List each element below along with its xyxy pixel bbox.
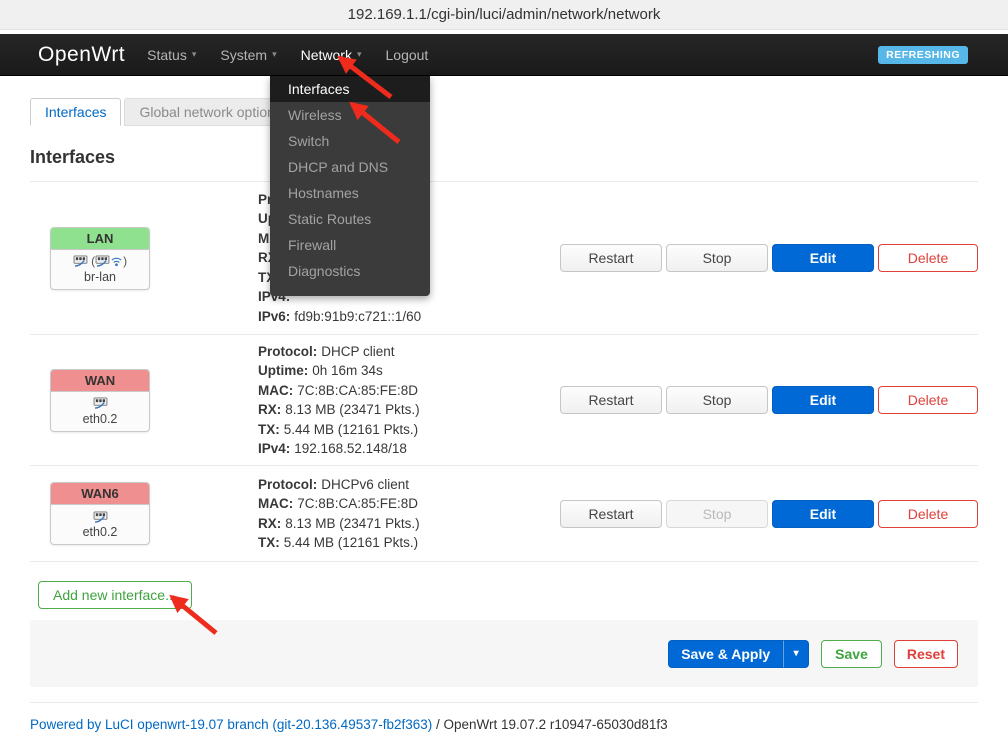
tab-interfaces[interactable]: Interfaces — [30, 98, 122, 126]
detail-value: DHCP client — [321, 343, 395, 359]
detail-label: Uptime: — [258, 363, 309, 378]
interface-details: Protocol: DHCP client Uptime: 0h 16m 34s M… — [258, 342, 420, 459]
brand-logo[interactable]: OpenWrt — [38, 42, 126, 66]
save-apply-button[interactable]: Save & Apply — [668, 639, 784, 668]
detail-label: TX: — [258, 421, 280, 437]
chevron-down-icon: ▾ — [191, 49, 197, 59]
detail-label: RX: — [258, 515, 282, 531]
interface-box-wan: WAN eth0.2 — [50, 368, 150, 432]
navbar: OpenWrt Status ▾ System ▾ Network ▾ Logo… — [0, 34, 1008, 76]
nav-status-label: Status — [147, 46, 187, 63]
footer-divider — [30, 702, 978, 703]
ethernet-icon — [93, 396, 108, 410]
refreshing-badge: REFRESHING — [878, 45, 968, 64]
interface-device: eth0.2 — [82, 411, 118, 426]
chevron-down-icon: ▾ — [356, 49, 362, 59]
detail-value: fd9b:91b9:c721::1/60 — [294, 308, 422, 324]
edit-button[interactable]: Edit — [772, 499, 874, 528]
interface-box-lan: LAN () br-lan — [50, 226, 150, 290]
detail-value: DHCPv6 client — [321, 476, 410, 492]
save-button[interactable]: Save — [821, 639, 882, 668]
save-apply-split-button: Save & Apply ▾ — [668, 639, 810, 668]
menu-item-static-routes[interactable]: Static Routes — [288, 211, 372, 227]
nav-logout-label: Logout — [385, 46, 429, 63]
detail-label: RX: — [258, 402, 282, 417]
edit-button[interactable]: Edit — [772, 244, 874, 272]
chevron-down-icon: ▾ — [272, 49, 277, 59]
tab-bar: Interfaces Global network options — [30, 98, 978, 126]
detail-value: 8.13 MB (23471 Pkts.) — [285, 402, 420, 417]
ethernet-icon — [73, 254, 88, 268]
menu-item-interfaces[interactable]: Interfaces — [270, 76, 430, 102]
delete-button[interactable]: Delete — [878, 499, 978, 528]
detail-value: 0h 16m 34s — [312, 363, 383, 378]
interface-row-lan: LAN () br-lan Protocol: Uptime: MAC: RX:… — [30, 182, 978, 335]
menu-item-dhcp-and-dns[interactable]: DHCP and DNS — [288, 159, 389, 175]
stop-button[interactable]: Stop — [666, 386, 768, 414]
restart-button[interactable]: Restart — [560, 386, 662, 414]
nav-system[interactable]: System ▾ — [220, 47, 276, 63]
detail-value: 192.168.52.148/18 — [294, 441, 407, 456]
detail-label: IPv4: — [258, 441, 291, 456]
nav-system-label: System — [220, 46, 268, 63]
menu-item-firewall[interactable]: Firewall — [288, 237, 337, 253]
bridge-icons: () — [53, 254, 147, 270]
detail-value: 8.13 MB (23471 Pkts.) — [285, 515, 420, 531]
menu-item-diagnostics[interactable]: Diagnostics — [288, 263, 361, 279]
detail-label: MAC: — [258, 496, 294, 511]
nav-network-label: Network — [300, 46, 352, 63]
detail-value: 7C:8B:CA:85:FE:8D — [297, 382, 419, 398]
add-interface-button[interactable]: Add new interface... — [38, 581, 192, 609]
edit-button[interactable]: Edit — [772, 386, 874, 414]
interface-device: br-lan — [84, 269, 116, 284]
detail-label: MAC: — [258, 382, 294, 398]
detail-label: IPv6: — [258, 308, 291, 324]
luci-version-link[interactable]: Powered by LuCI openwrt-19.07 branch (gi… — [30, 717, 433, 732]
action-bar: Save & Apply ▾ Save Reset — [30, 620, 978, 687]
divider — [30, 181, 978, 182]
interface-badge-wan: WAN — [51, 369, 149, 392]
detail-value: 7C:8B:CA:85:FE:8D — [297, 496, 419, 511]
page-title: Interfaces — [30, 147, 116, 167]
detail-value: 5.44 MB (12161 Pkts.) — [283, 421, 419, 437]
interface-box-wan6: WAN6 eth0.2 — [50, 482, 150, 545]
nav-network[interactable]: Network ▾ — [301, 47, 362, 63]
browser-url[interactable]: 192.169.1.1/cgi-bin/luci/admin/network/n… — [347, 6, 661, 23]
menu-item-wireless[interactable]: Wireless — [288, 107, 342, 123]
menu-item-hostnames[interactable]: Hostnames — [288, 185, 359, 201]
interface-details: Protocol: DHCPv6 client MAC: 7C:8B:CA:85:F… — [258, 475, 420, 553]
nav-logout[interactable]: Logout — [386, 47, 429, 63]
stop-button-disabled: Stop — [666, 499, 768, 528]
delete-button[interactable]: Delete — [878, 244, 978, 272]
detail-value: 5.44 MB (12161 Pkts.) — [283, 535, 419, 550]
interface-device: eth0.2 — [82, 525, 118, 539]
interface-badge-wan6: WAN6 — [51, 483, 149, 505]
ethernet-icon — [95, 254, 110, 268]
detail-label: Protocol: — [258, 476, 318, 492]
ethernet-icon — [93, 509, 108, 523]
footer: Powered by LuCI openwrt-19.07 branch (gi… — [30, 717, 978, 732]
main-nav: Status ▾ System ▾ Network ▾ Logout — [147, 47, 428, 63]
interface-row-wan6: WAN6 eth0.2 Protocol: DHCPv6 client MAC: 7… — [30, 466, 978, 562]
restart-button[interactable]: Restart — [560, 499, 662, 528]
network-dropdown-menu: Interfaces Wireless Switch DHCP and DNS … — [270, 76, 430, 296]
restart-button[interactable]: Restart — [560, 244, 662, 272]
openwrt-version-text: / OpenWrt 19.07.2 r10947-65030d81f3 — [432, 717, 668, 732]
menu-item-switch[interactable]: Switch — [288, 133, 330, 149]
detail-label: TX: — [258, 535, 280, 550]
delete-button[interactable]: Delete — [878, 386, 978, 414]
nav-status[interactable]: Status ▾ — [147, 47, 196, 63]
wifi-icon — [110, 254, 123, 268]
chevron-down-icon: ▾ — [793, 648, 799, 659]
interface-badge-lan: LAN — [51, 227, 149, 250]
detail-label: Protocol: — [258, 343, 318, 359]
stop-button[interactable]: Stop — [666, 244, 768, 272]
browser-url-bar[interactable]: 192.169.1.1/cgi-bin/luci/admin/network/n… — [0, 0, 1008, 30]
tab-global-network-options[interactable]: Global network options — [124, 98, 297, 126]
interface-row-wan: WAN eth0.2 Protocol: DHCP client Uptime: 0… — [30, 335, 978, 466]
reset-button[interactable]: Reset — [893, 639, 958, 668]
save-apply-dropdown-button[interactable]: ▾ — [783, 639, 810, 668]
